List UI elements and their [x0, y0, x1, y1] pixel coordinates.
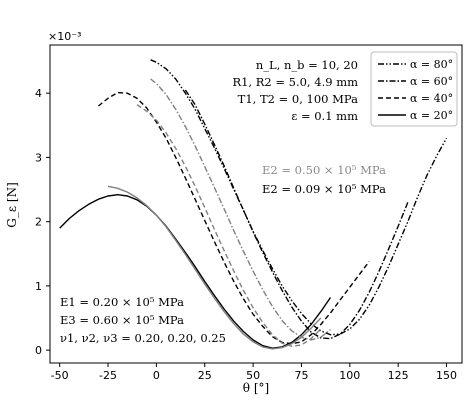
- series-line-black-dashdot-1: [184, 89, 409, 340]
- legend: α = 80° α = 60° α = 40° α = 20°: [370, 51, 458, 127]
- y-tick-label: 3: [35, 151, 42, 164]
- x-axis-label: θ [°]: [243, 381, 269, 395]
- material-line-3: ν1, ν2, ν3 = 0.20, 0.20, 0.25: [60, 331, 226, 345]
- y-axis-label: G_ε [N]: [5, 182, 19, 227]
- material-annotation: E1 = 0.20 × 10⁵ MPa E3 = 0.60 × 10⁵ MPa …: [60, 295, 226, 345]
- params-line-4: ε = 0.1 mm: [291, 109, 358, 123]
- y-tick-label: 1: [35, 280, 42, 293]
- params-line-2: R1, R2 = 5.0, 4.9 mm: [232, 75, 358, 89]
- series-line-black-dashed-2: [97, 91, 370, 345]
- curves: [59, 59, 448, 350]
- legend-label-60: α = 60°: [410, 75, 453, 88]
- y-tick-label: 4: [35, 87, 42, 100]
- x-tick-label: 75: [294, 369, 308, 382]
- x-tick-label: 50: [246, 369, 260, 382]
- legend-box: [370, 51, 458, 127]
- y-tick-label: 0: [35, 344, 42, 357]
- material-line-2: E3 = 0.60 × 10⁵ MPa: [60, 313, 184, 327]
- y-tick-label: 2: [35, 216, 42, 229]
- x-tick-label: 25: [198, 369, 212, 382]
- legend-label-80: α = 80°: [410, 58, 453, 71]
- x-tick-label: 100: [339, 369, 360, 382]
- series-line-gray-solid-6: [107, 185, 322, 350]
- series-line-black-solid-3: [59, 194, 332, 349]
- scale-label: ×10⁻³: [48, 30, 81, 43]
- ticks: -50 -25 0 25 50 75 100 125 150 0 1 2 3 4: [35, 87, 457, 382]
- series-line-gray-dashed-5: [136, 104, 322, 347]
- material-line-1: E1 = 0.20 × 10⁵ MPa: [60, 295, 184, 309]
- legend-label-20: α = 20°: [410, 109, 453, 122]
- x-tick-label: -50: [51, 369, 69, 382]
- plot-frame: [49, 44, 463, 364]
- params-line-1: n_L, n_b = 10, 20: [256, 58, 358, 72]
- legend-label-40: α = 40°: [410, 92, 453, 105]
- series-line-black-dashdotdot-0: [150, 59, 448, 336]
- x-tick-label: 0: [153, 369, 160, 382]
- x-tick-label: 150: [436, 369, 457, 382]
- e2-black-label: E2 = 0.09 × 10⁵ MPa: [262, 182, 386, 196]
- e2-gray-label: E2 = 0.50 × 10⁵ MPa: [262, 163, 386, 177]
- series-line-gray-dashdot-4: [150, 78, 331, 341]
- params-line-3: T1, T2 = 0, 100 MPa: [238, 92, 358, 106]
- x-tick-label: 125: [388, 369, 409, 382]
- x-tick-label: -25: [99, 369, 117, 382]
- params-annotation: n_L, n_b = 10, 20 R1, R2 = 5.0, 4.9 mm T…: [232, 58, 358, 123]
